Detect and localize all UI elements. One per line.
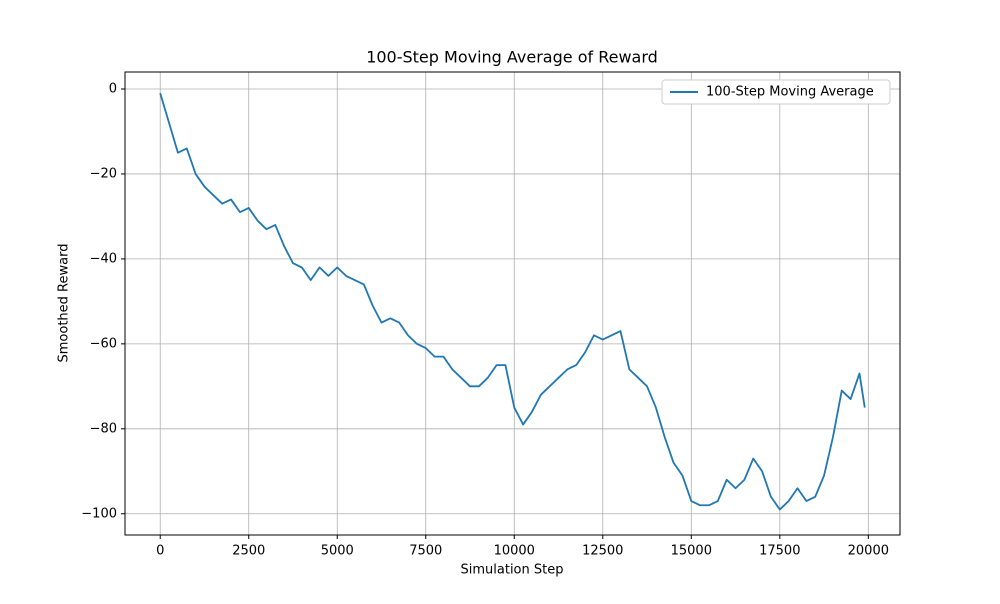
x-tick-label: 2500 bbox=[232, 544, 265, 559]
line-series bbox=[159, 92, 866, 511]
x-axis-label: Simulation Step bbox=[461, 563, 564, 578]
y-tick-label: −100 bbox=[81, 506, 117, 521]
legend-label: 100-Step Moving Average bbox=[706, 85, 874, 100]
x-tick-label: 17500 bbox=[759, 544, 800, 559]
plot-frame bbox=[124, 71, 901, 536]
y-tick-label: −40 bbox=[90, 251, 117, 266]
x-tick-label: 12500 bbox=[582, 544, 623, 559]
y-axis-label: Smoothed Reward bbox=[57, 244, 72, 363]
y-tick-label: −20 bbox=[90, 166, 117, 181]
x-tick-label: 0 bbox=[156, 544, 164, 559]
legend-box bbox=[661, 79, 891, 105]
x-tick-label: 20000 bbox=[848, 544, 889, 559]
x-tick-label: 15000 bbox=[671, 544, 712, 559]
x-tick-label: 7500 bbox=[409, 544, 442, 559]
chart-title: 100-Step Moving Average of Reward bbox=[366, 48, 658, 67]
x-tick-label: 5000 bbox=[321, 544, 354, 559]
y-tick-label: −80 bbox=[90, 421, 117, 436]
x-tick-label: 10000 bbox=[494, 544, 535, 559]
y-tick-label: 0 bbox=[109, 81, 117, 96]
y-tick-label: −60 bbox=[90, 336, 117, 351]
